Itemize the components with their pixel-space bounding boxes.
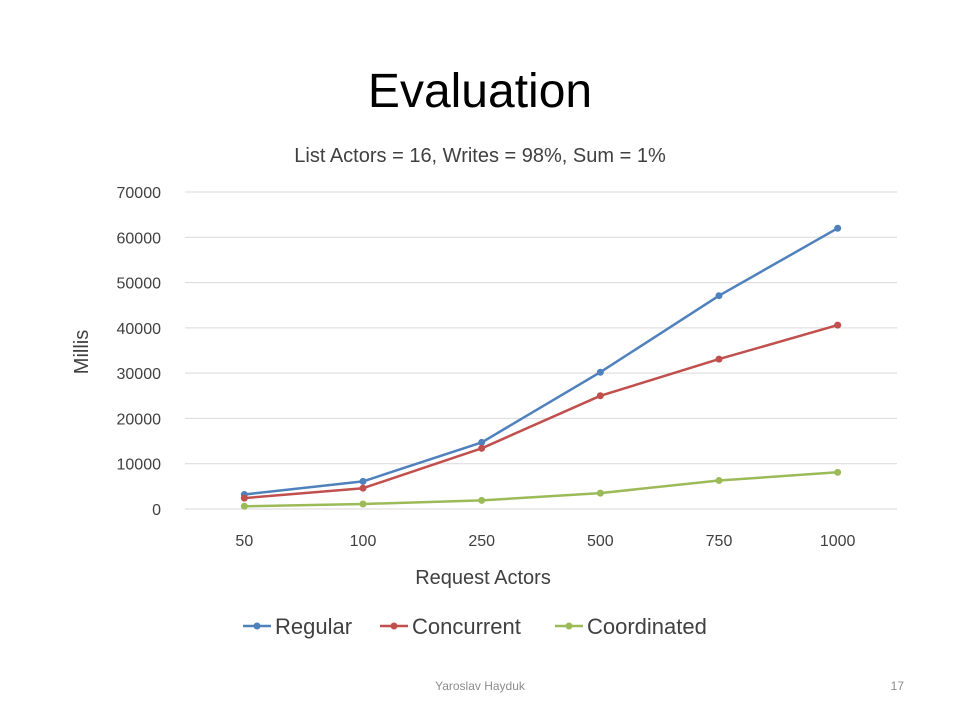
y-tick-label: 50000: [117, 276, 162, 293]
data-point-coordinated: [834, 468, 842, 476]
data-point-concurrent: [715, 355, 723, 363]
y-axis-title: Millis: [71, 330, 93, 374]
legend-label-concurrent: Concurrent: [412, 614, 521, 639]
data-point-regular: [478, 438, 486, 446]
x-tick-label: 50: [235, 533, 253, 550]
x-axis-title: Request Actors: [415, 567, 551, 589]
series-line-concurrent: [244, 323, 839, 500]
y-tick-label: 20000: [117, 411, 162, 428]
data-point-regular: [596, 368, 604, 376]
x-tick-label: 250: [468, 533, 495, 550]
data-point-concurrent: [596, 392, 604, 400]
data-point-concurrent: [240, 494, 248, 502]
data-point-coordinated: [715, 476, 723, 484]
footer-author: Yaroslav Hayduk: [435, 679, 525, 693]
data-point-concurrent: [834, 321, 842, 329]
y-tick-label: 30000: [117, 366, 162, 383]
x-tick-label: 1000: [820, 533, 856, 550]
data-point-concurrent: [359, 484, 367, 492]
data-point-regular: [834, 224, 842, 232]
x-tick-label: 750: [706, 533, 733, 550]
legend-marker-coordinated: [565, 622, 573, 630]
y-tick-label: 60000: [117, 230, 162, 247]
data-point-regular: [715, 292, 723, 300]
slide-title: Evaluation: [367, 65, 593, 118]
y-tick-label: 40000: [117, 321, 162, 338]
x-tick-label: 500: [587, 533, 614, 550]
x-tick-label: 100: [350, 533, 377, 550]
legend-label-coordinated: Coordinated: [587, 614, 707, 639]
data-point-coordinated: [240, 502, 248, 510]
data-point-concurrent: [478, 444, 486, 452]
legend-marker-regular: [253, 622, 261, 630]
page-number: 17: [890, 679, 904, 693]
data-point-coordinated: [596, 489, 604, 497]
series-line-coordinated: [244, 471, 838, 508]
legend-marker-concurrent: [390, 622, 398, 630]
chart-title: List Actors = 16, Writes = 98%, Sum = 1%: [294, 145, 666, 167]
legend-label-regular: Regular: [275, 614, 352, 639]
y-tick-label: 10000: [117, 457, 162, 474]
data-point-coordinated: [478, 496, 486, 504]
data-point-coordinated: [359, 500, 367, 508]
y-tick-label: 0: [152, 502, 161, 519]
series-line-regular: [244, 227, 839, 496]
data-point-regular: [359, 477, 367, 485]
y-tick-label: 70000: [117, 185, 162, 202]
